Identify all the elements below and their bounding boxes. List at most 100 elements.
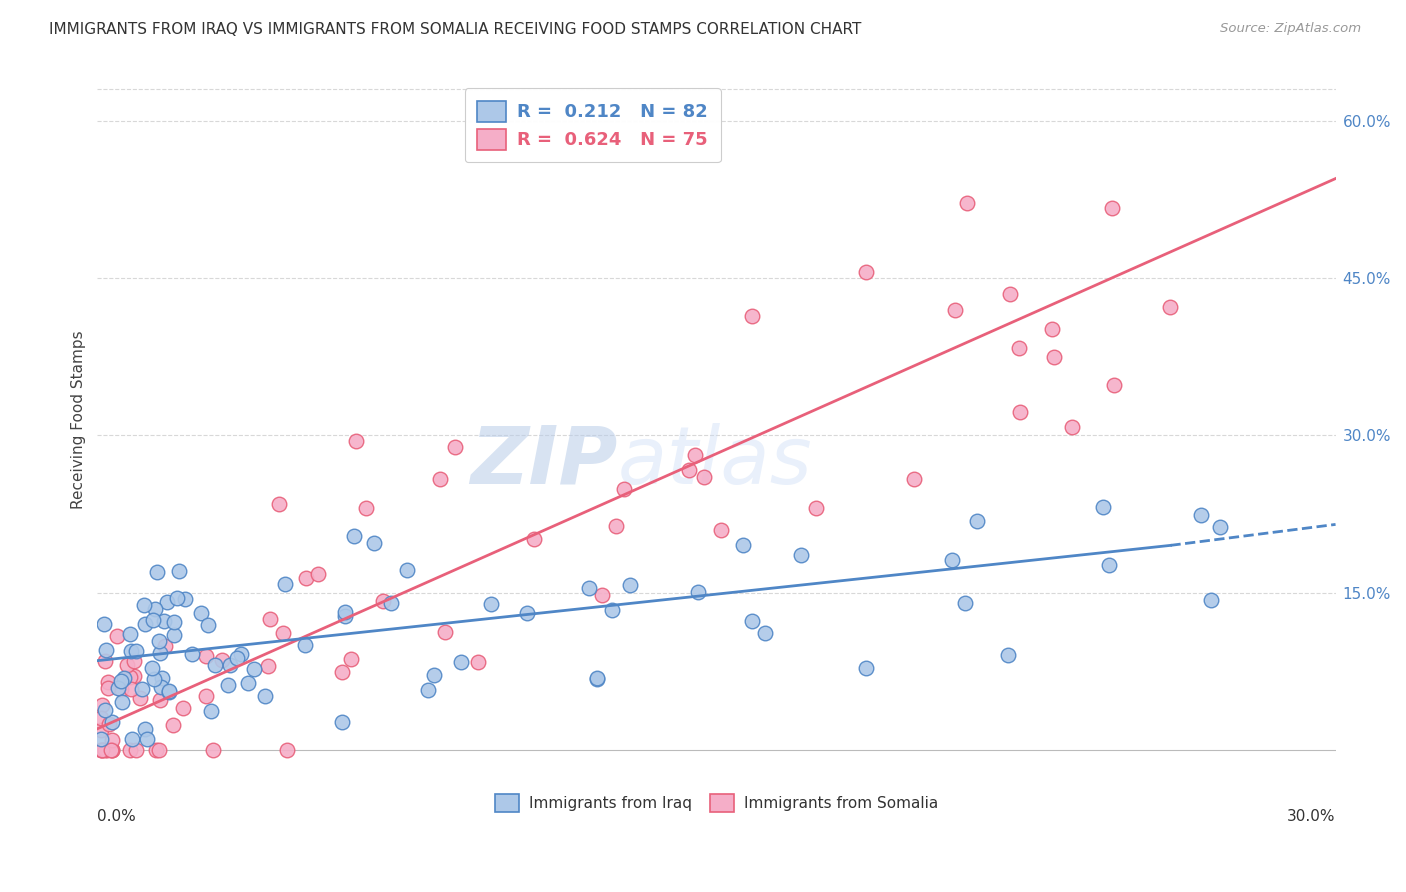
Point	[217, 678, 239, 692]
Point	[966, 514, 988, 528]
Point	[855, 265, 877, 279]
Point	[90, 723, 112, 737]
Point	[1043, 350, 1066, 364]
Point	[115, 658, 138, 673]
Point	[90, 743, 112, 757]
Text: Source: ZipAtlas.com: Source: ZipAtlas.com	[1220, 22, 1361, 36]
Point	[131, 681, 153, 696]
Point	[686, 585, 709, 599]
Point	[156, 595, 179, 609]
Point	[204, 658, 226, 673]
Point	[953, 596, 976, 610]
Point	[201, 743, 224, 757]
Point	[94, 643, 117, 657]
Point	[1010, 404, 1032, 418]
Point	[467, 655, 489, 669]
Point	[135, 732, 157, 747]
Point	[955, 196, 977, 211]
Text: 0.0%: 0.0%	[97, 809, 136, 824]
Point	[354, 500, 377, 515]
Point	[229, 648, 252, 662]
Text: ZIP: ZIP	[470, 423, 617, 500]
Point	[200, 704, 222, 718]
Point	[346, 434, 368, 449]
Point	[146, 565, 169, 579]
Point	[516, 607, 538, 621]
Point	[174, 591, 197, 606]
Point	[153, 614, 176, 628]
Point	[94, 743, 117, 757]
Point	[855, 661, 877, 675]
Point	[120, 743, 142, 757]
Point	[522, 533, 544, 547]
Point	[1189, 508, 1212, 522]
Point	[125, 644, 148, 658]
Point	[152, 671, 174, 685]
Point	[101, 743, 124, 757]
Point	[1008, 341, 1031, 355]
Point	[274, 576, 297, 591]
Point	[295, 571, 318, 585]
Text: 30.0%: 30.0%	[1286, 809, 1336, 824]
Point	[148, 743, 170, 757]
Point	[741, 309, 763, 323]
Point	[157, 684, 180, 698]
Point	[333, 609, 356, 624]
Point	[450, 655, 472, 669]
Point	[141, 661, 163, 675]
Point	[91, 698, 114, 712]
Point	[429, 472, 451, 486]
Point	[145, 743, 167, 757]
Point	[1040, 322, 1063, 336]
Point	[1209, 519, 1232, 533]
Point	[600, 603, 623, 617]
Point	[148, 646, 170, 660]
Point	[733, 538, 755, 552]
Point	[143, 672, 166, 686]
Point	[692, 470, 714, 484]
Point	[613, 482, 636, 496]
Point	[121, 732, 143, 747]
Point	[1199, 592, 1222, 607]
Point	[804, 501, 827, 516]
Point	[166, 591, 188, 606]
Point	[591, 588, 613, 602]
Point	[149, 681, 172, 695]
Point	[276, 743, 298, 757]
Point	[941, 553, 963, 567]
Point	[271, 626, 294, 640]
Point	[112, 671, 135, 685]
Point	[120, 644, 142, 658]
Point	[219, 657, 242, 672]
Point	[380, 596, 402, 610]
Point	[96, 681, 118, 695]
Point	[134, 722, 156, 736]
Point	[134, 598, 156, 612]
Point	[256, 658, 278, 673]
Point	[1159, 301, 1181, 315]
Point	[197, 618, 219, 632]
Point	[330, 665, 353, 679]
Point	[100, 732, 122, 747]
Point	[605, 518, 627, 533]
Point	[90, 732, 112, 747]
Point	[790, 548, 813, 562]
Point	[578, 582, 600, 596]
Point	[101, 743, 124, 757]
Point	[395, 563, 418, 577]
Point	[1104, 377, 1126, 392]
Point	[238, 675, 260, 690]
Point	[754, 626, 776, 640]
Y-axis label: Receiving Food Stamps: Receiving Food Stamps	[72, 330, 86, 509]
Point	[120, 670, 142, 684]
Point	[172, 700, 194, 714]
Point	[1101, 202, 1123, 216]
Point	[683, 448, 706, 462]
Point	[585, 673, 607, 687]
Point	[225, 651, 247, 665]
Point	[330, 714, 353, 729]
Point	[169, 564, 191, 578]
Point	[363, 536, 385, 550]
Point	[903, 472, 925, 486]
Point	[142, 613, 165, 627]
